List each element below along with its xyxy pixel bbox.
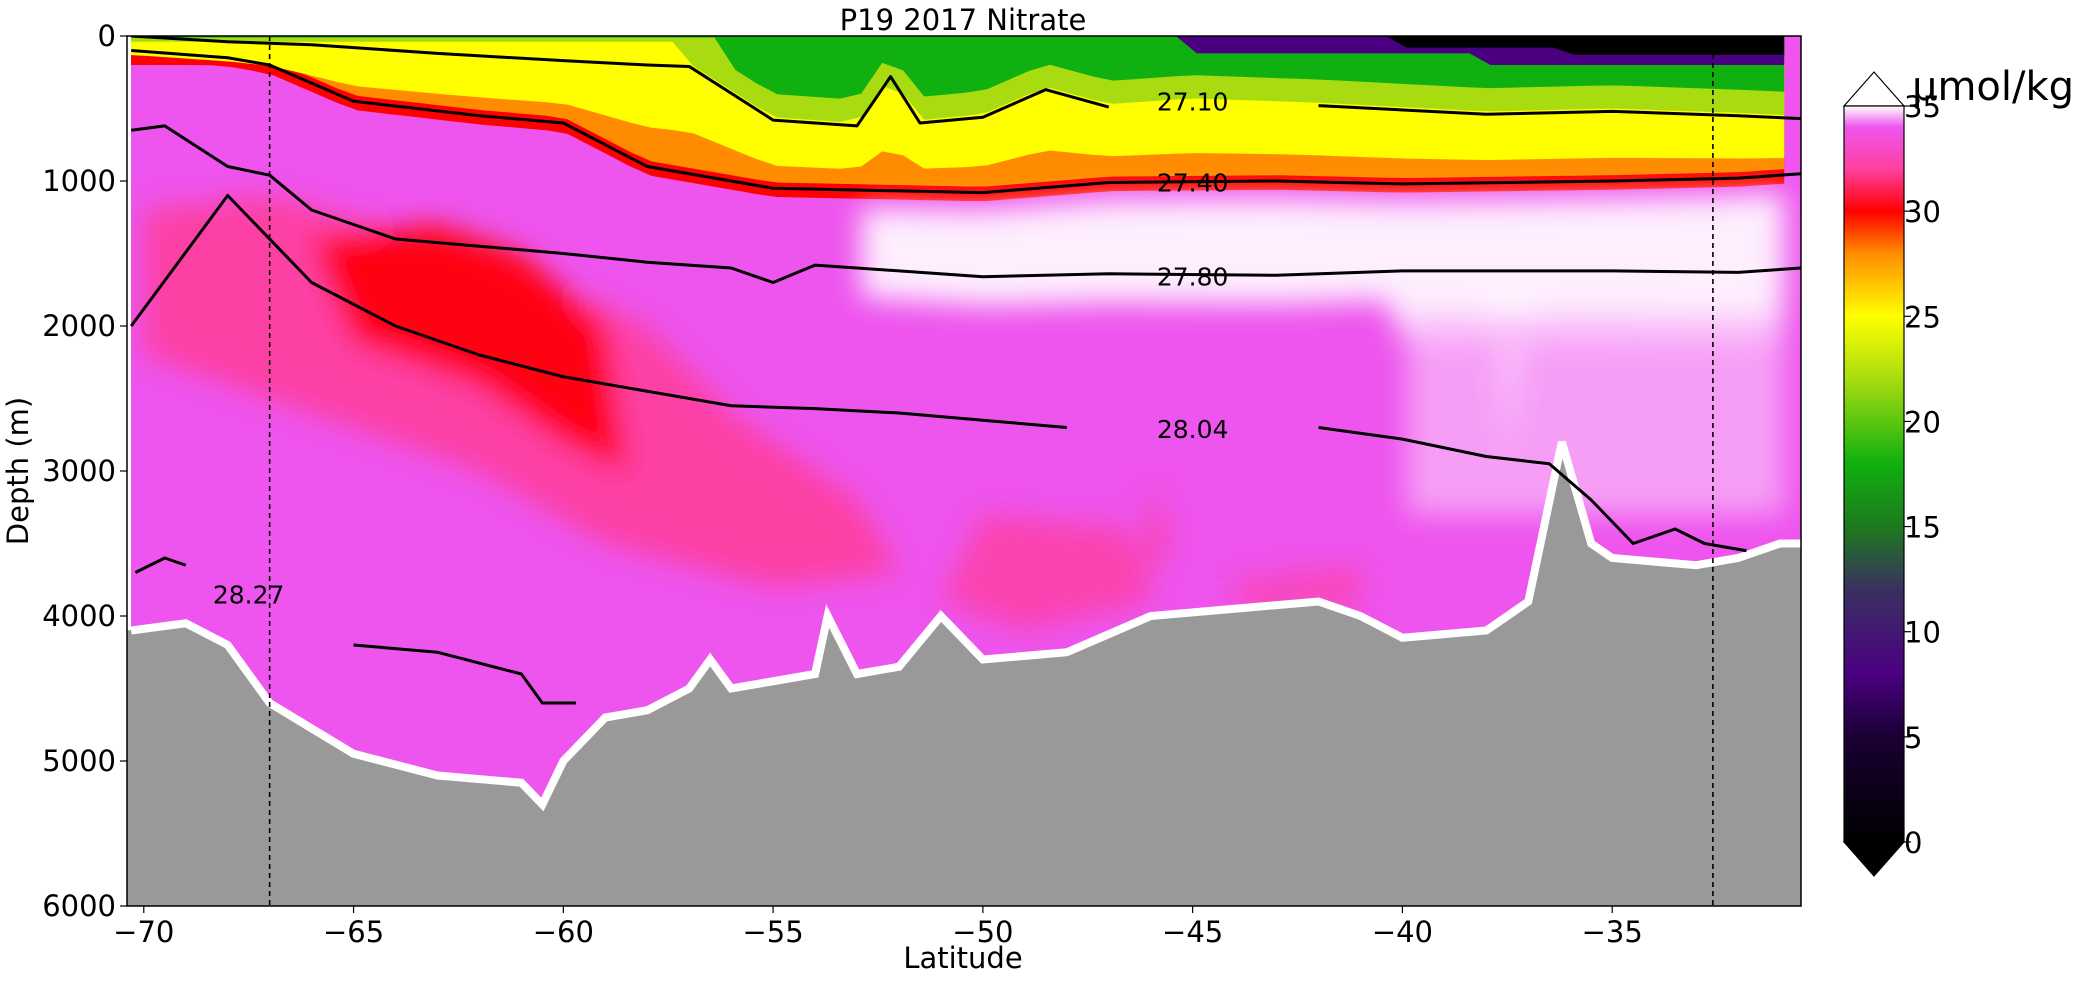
colorbar-tick: 35 — [1904, 90, 1941, 124]
seafloor-edge — [130, 440, 1801, 812]
colorbar-label: µmol/kg — [1912, 64, 2074, 110]
colorbar-tick: 0 — [1904, 826, 1922, 860]
density-contour: 27.40 — [131, 49, 1801, 197]
colorbar-tick: 25 — [1904, 300, 1941, 334]
colorbar-gradient — [1843, 105, 1905, 843]
colorbar-tick-label: 15 — [1904, 511, 1941, 545]
field-edge — [127, 36, 131, 631]
contour-label: 27.10 — [1157, 87, 1229, 116]
x-tick-label: −70 — [113, 915, 174, 949]
x-tick-label: −60 — [533, 915, 594, 949]
colorbar-tick: 5 — [1904, 721, 1922, 755]
contour-label: 28.27 — [213, 580, 285, 609]
x-tick-label: −40 — [1372, 915, 1433, 949]
contour-line — [131, 49, 1801, 195]
nitrate-field — [127, 36, 1785, 631]
contour-label: 27.40 — [1157, 168, 1229, 197]
colorbar-tick-label: 30 — [1904, 195, 1941, 229]
x-tick-label: −65 — [323, 915, 384, 949]
y-tick-label: 5000 — [42, 744, 116, 778]
x-tick-label: −45 — [1162, 915, 1223, 949]
contour-line — [129, 194, 1067, 429]
density-contour: 28.04 — [129, 194, 1747, 553]
colorbar-tick-label: 25 — [1904, 300, 1941, 334]
colorbar-tick: 10 — [1904, 616, 1941, 650]
contour-line — [1318, 426, 1747, 553]
contour-label: 28.04 — [1157, 415, 1229, 444]
contour-line — [131, 36, 1110, 128]
field-band-black — [127, 36, 1785, 55]
contour-line — [353, 643, 576, 705]
x-tick: −40 — [1372, 906, 1433, 949]
x-axis-label: Latitude — [903, 941, 1022, 975]
y-tick: 4000 — [42, 599, 127, 633]
y-tick-label: 1000 — [42, 164, 116, 198]
x-tick: −50 — [952, 906, 1013, 949]
colorbar-ticks: 0 5 10 15 20 25 30 35 — [1904, 90, 1941, 860]
y-axis-label: Depth (m) — [1, 397, 35, 545]
y-tick: 3000 — [42, 454, 127, 488]
y-axis: 0 1000 2000 3000 4000 5000 6000 — [42, 19, 127, 923]
y-tick-label: 4000 — [42, 599, 116, 633]
colorbar-tick: 20 — [1904, 405, 1941, 439]
density-contour: 27.10 — [131, 36, 1801, 128]
y-tick-label: 0 — [98, 19, 116, 53]
colorbar-tick-label: 20 — [1904, 405, 1941, 439]
x-tick: −65 — [323, 906, 384, 949]
y-tick: 0 — [98, 19, 127, 53]
contour-label: 27.80 — [1157, 263, 1229, 292]
contour-line — [134, 556, 187, 574]
station-lines — [268, 36, 1714, 906]
x-tick: −45 — [1162, 906, 1223, 949]
colorbar-extend-min — [1842, 841, 1906, 877]
colorbar-tick: 30 — [1904, 195, 1941, 229]
colorbar-extend-max — [1842, 71, 1906, 107]
y-tick: 1000 — [42, 164, 127, 198]
plot-area: 27.10 27.40 27.80 28.04 28.27 — [127, 36, 1801, 906]
chart-title: P19 2017 Nitrate — [840, 3, 1087, 37]
colorbar-tick-label: 10 — [1904, 616, 1941, 650]
x-tick: −60 — [533, 906, 594, 949]
x-tick-label: −55 — [743, 915, 804, 949]
colorbar-tick: 15 — [1904, 511, 1941, 545]
x-tick: −35 — [1582, 906, 1643, 949]
field-high-values — [861, 192, 1785, 515]
density-contours: 27.10 27.40 27.80 28.04 28.27 — [129, 36, 1801, 705]
x-tick: −55 — [743, 906, 804, 949]
contour-line — [1318, 104, 1801, 121]
y-tick: 6000 — [42, 889, 127, 923]
y-tick-label: 6000 — [42, 889, 116, 923]
density-contour: 28.27 — [134, 556, 576, 705]
colorbar: 0 5 10 15 20 25 30 35 µmol/kg — [1842, 64, 2074, 877]
x-tick-label: −35 — [1582, 915, 1643, 949]
y-tick: 2000 — [42, 309, 127, 343]
colorbar-tick-label: 0 — [1904, 826, 1922, 860]
y-tick-label: 3000 — [42, 454, 116, 488]
seafloor-bathymetry — [127, 442, 1801, 906]
x-tick: −70 — [113, 906, 174, 949]
field-band-purple — [127, 36, 1785, 65]
colorbar-tick-label: 5 — [1904, 721, 1922, 755]
y-tick: 5000 — [42, 744, 127, 778]
x-axis: −70 −65 −60 −55 −50 −45 −40 −35 — [113, 906, 1643, 949]
x-tick-label: −50 — [952, 915, 1013, 949]
y-tick-label: 2000 — [42, 309, 116, 343]
colorbar-tick-label: 35 — [1904, 90, 1941, 124]
